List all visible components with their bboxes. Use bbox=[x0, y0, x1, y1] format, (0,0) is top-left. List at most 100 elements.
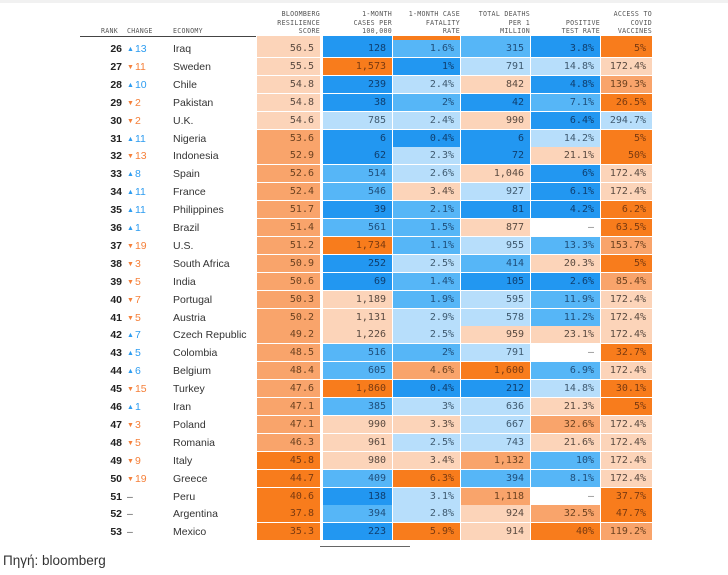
rank-value: 43 bbox=[110, 347, 122, 360]
score-cell: 45.8 bbox=[257, 451, 320, 469]
positive-rate-cell: 21.6% bbox=[531, 433, 600, 451]
economy-name: U.K. bbox=[173, 114, 194, 127]
table-row: 32 ▼13 Indonesia 52.9 62 2.3% 72 21.1% 50% bbox=[0, 147, 728, 165]
deaths-cell: 394 bbox=[461, 469, 530, 487]
vaccine-access-cell: 5% bbox=[601, 40, 652, 57]
score-cell: 37.8 bbox=[257, 505, 320, 523]
rank-change-value: 10 bbox=[134, 78, 147, 91]
table-row: 28 ▲10 Chile 54.8 239 2.4% 842 4.8% 139.3% bbox=[0, 75, 728, 94]
positive-rate-cell: 10% bbox=[531, 451, 600, 469]
rank-change: ▼7 bbox=[127, 291, 167, 309]
rank-change: ▲7 bbox=[127, 326, 167, 344]
vaccine-access-cell: 172.4% bbox=[601, 290, 652, 308]
rank-value: 32 bbox=[110, 150, 122, 163]
economy-name: Brazil bbox=[173, 222, 200, 234]
cases-cell: 239 bbox=[323, 75, 392, 93]
table-row: 38 ▼3 South Africa 50.9 252 2.5% 414 20.3% 5% bbox=[0, 254, 728, 273]
rank-change-value: 11 bbox=[134, 132, 146, 145]
deaths-cell: 791 bbox=[461, 344, 530, 362]
cases-cell: 1,226 bbox=[323, 326, 392, 344]
score-cell: 50.6 bbox=[257, 272, 320, 290]
deaths-cell: 81 bbox=[461, 201, 530, 219]
vaccine-access-cell: 119.2% bbox=[601, 523, 652, 541]
positive-rate-cell: 4.2% bbox=[531, 201, 600, 219]
cases-cell: 546 bbox=[323, 183, 392, 201]
triangle-down-icon: ▼ bbox=[127, 314, 134, 322]
deaths-cell: 959 bbox=[461, 326, 530, 344]
triangle-up-icon: ▲ bbox=[127, 368, 134, 376]
cut-row-vaccines bbox=[601, 36, 652, 42]
vaccine-access-cell: 153.7% bbox=[601, 236, 652, 254]
economy-name: Mexico bbox=[173, 526, 207, 539]
score-cell: 52.9 bbox=[257, 147, 320, 165]
fatality-rate-cell: 5.9% bbox=[393, 523, 460, 541]
header-deaths: TOTAL DEATHS PER 1 MILLION bbox=[478, 10, 530, 36]
rank-change: ▲11 bbox=[127, 201, 167, 219]
rank-value: 40 bbox=[110, 293, 122, 306]
score-cell: 51.2 bbox=[257, 236, 320, 254]
fatality-rate-cell: 2.5% bbox=[393, 433, 460, 451]
vaccine-access-cell: 172.4% bbox=[601, 362, 652, 380]
score-cell: 47.6 bbox=[257, 380, 320, 398]
rank-value: 52 bbox=[110, 508, 122, 521]
table-row: 42 ▲7 Czech Republic 49.2 1,226 2.5% 959 23.1% 1… bbox=[0, 326, 728, 344]
score-cell: 46.3 bbox=[257, 433, 320, 451]
rank-change: ▲11 bbox=[127, 130, 167, 148]
rank-change-value: 5 bbox=[134, 347, 141, 360]
cases-cell: 1,131 bbox=[323, 308, 392, 326]
economy-name: Austria bbox=[173, 311, 206, 324]
vaccine-access-cell: 47.7% bbox=[601, 505, 652, 523]
positive-rate-cell: 6.4% bbox=[531, 111, 600, 129]
deaths-cell: 212 bbox=[461, 380, 530, 398]
rank-value: 51 bbox=[110, 490, 122, 503]
header-vaccines: ACCESS TO COVID VACCINES bbox=[613, 10, 652, 36]
header-divider bbox=[80, 36, 256, 37]
score-cell: 55.5 bbox=[257, 57, 320, 75]
table-row: 43 ▲5 Colombia 48.5 516 2% 791–32.7% bbox=[0, 344, 728, 362]
table-row: 45 ▼15 Turkey 47.6 1,860 0.4% 212 14.8% 30.1% bbox=[0, 380, 728, 398]
rank-value: 46 bbox=[110, 401, 122, 413]
economy-name: Greece bbox=[173, 472, 208, 485]
fatality-rate-cell: 0.4% bbox=[393, 380, 460, 398]
cut-row-score bbox=[257, 36, 320, 42]
fatality-rate-cell: 2.1% bbox=[393, 201, 460, 219]
table-header: RANK CHANGE ECONOMY BLOOMBERG RESILIENCE… bbox=[0, 4, 728, 36]
rank-change: – bbox=[127, 523, 167, 541]
rank-change: ▼5 bbox=[127, 434, 167, 452]
rank-value: 53 bbox=[110, 526, 122, 539]
positive-rate-cell: 14.2% bbox=[531, 129, 600, 147]
economy-name: Chile bbox=[173, 78, 197, 91]
fatality-rate-cell: 6.3% bbox=[393, 469, 460, 487]
positive-rate-cell: 6.1% bbox=[531, 183, 600, 201]
positive-rate-cell: 14.8% bbox=[531, 380, 600, 398]
rank-change-value: – bbox=[127, 490, 133, 503]
vaccine-access-cell: 85.4% bbox=[601, 272, 652, 290]
rank-change: ▲10 bbox=[127, 76, 167, 94]
fatality-rate-cell: 3% bbox=[393, 398, 460, 415]
fatality-rate-cell: 3.4% bbox=[393, 451, 460, 469]
table-row: 44 ▲6 Belgium 48.4 605 4.6% 1,600 6.9% 172.4% bbox=[0, 362, 728, 380]
economy-name: Czech Republic bbox=[173, 329, 247, 342]
deaths-cell: 667 bbox=[461, 415, 530, 433]
vaccine-access-cell: 172.4% bbox=[601, 451, 652, 469]
economy-name: Poland bbox=[173, 418, 206, 431]
rank-change: ▲5 bbox=[127, 344, 167, 362]
rank-change: ▲6 bbox=[127, 362, 167, 380]
deaths-cell: 6 bbox=[461, 129, 530, 147]
deaths-cell: 955 bbox=[461, 236, 530, 254]
fatality-rate-cell: 2.5% bbox=[393, 254, 460, 272]
score-cell: 52.4 bbox=[257, 183, 320, 201]
rank-change-value: 5 bbox=[134, 275, 141, 288]
fatality-rate-cell: 1.9% bbox=[393, 290, 460, 308]
rank-value: 29 bbox=[110, 96, 122, 109]
score-cell: 51.4 bbox=[257, 219, 320, 236]
economy-name: Romania bbox=[173, 436, 216, 449]
rank-value: 34 bbox=[110, 186, 122, 199]
rank-value: 33 bbox=[110, 168, 122, 181]
triangle-down-icon: ▼ bbox=[127, 296, 134, 304]
positive-rate-cell: 6.9% bbox=[531, 362, 600, 380]
deaths-cell: 924 bbox=[461, 505, 530, 523]
rank-value: 30 bbox=[110, 114, 122, 127]
economy-name: Italy bbox=[173, 454, 193, 467]
fatality-rate-cell: 1.5% bbox=[393, 219, 460, 236]
